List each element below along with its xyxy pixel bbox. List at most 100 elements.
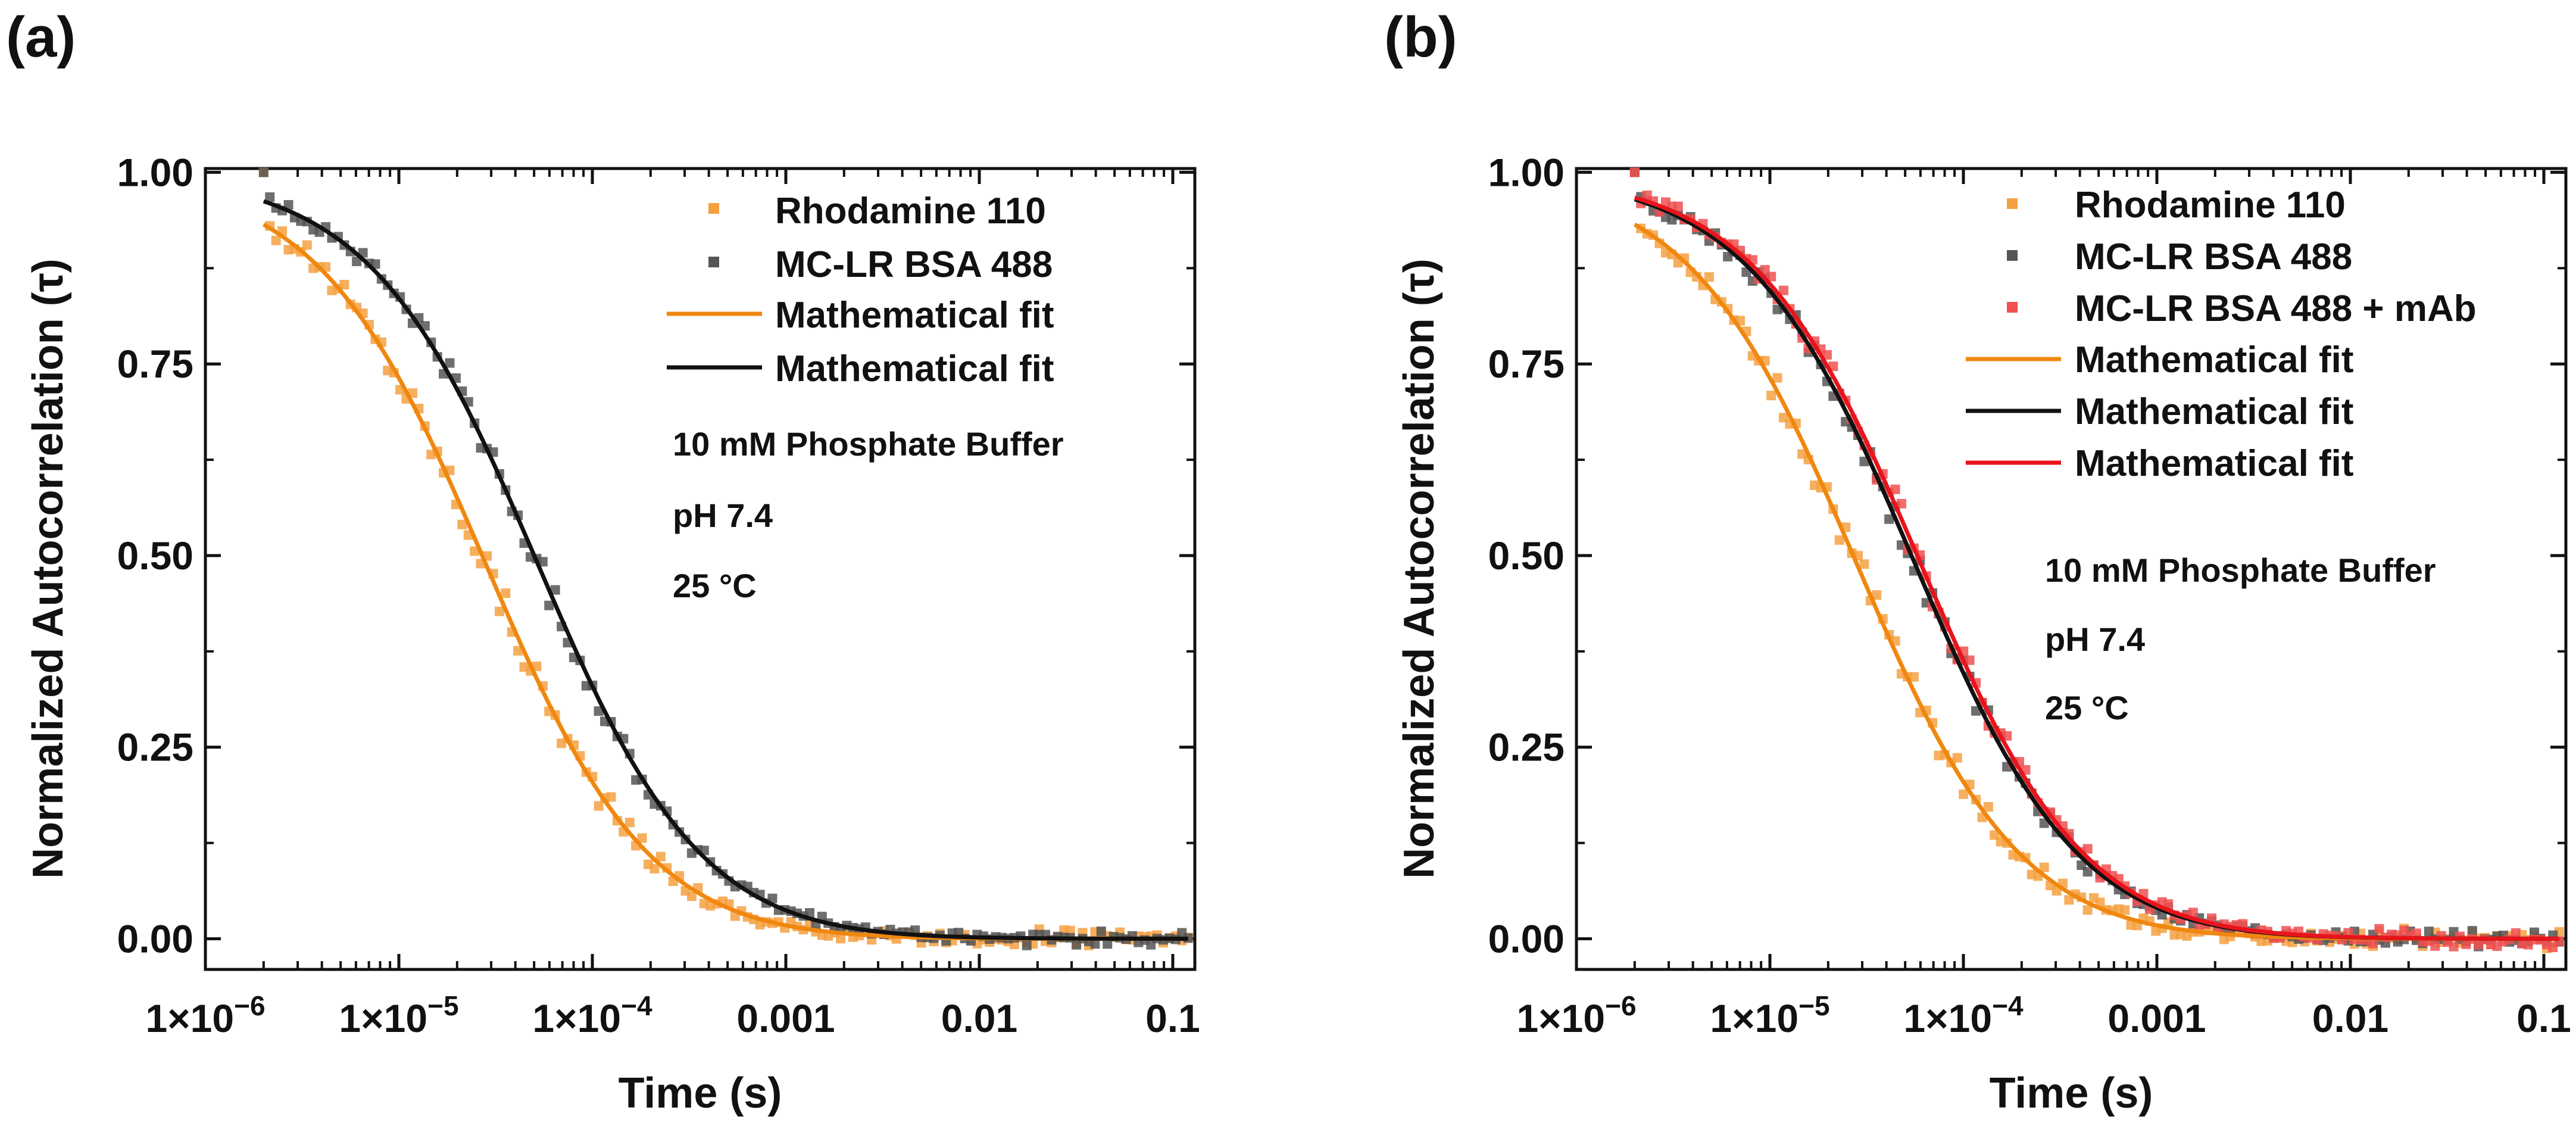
legend-label-mclr-mab: MC-LR BSA 488 + mAb (2075, 288, 2477, 329)
panel-a-x-axis-label: Time (s) (619, 1069, 782, 1117)
panel-b-x-axis-label: Time (s) (1990, 1069, 2153, 1117)
data-point (1772, 373, 1782, 383)
data-point (1673, 201, 1683, 211)
panel-a-y-axis-label: Normalized Autocorrelation (τ) (24, 258, 72, 879)
data-point (1896, 498, 1906, 509)
panel-b: (b) 1×10−6 1×10−5 1×10−4 0.001 0.01 0.1 0.000… (1384, 5, 2571, 1117)
data-point (457, 519, 467, 529)
panel-a-legend: Rhodamine 110 MC-LR BSA 488 Mathematical… (667, 191, 1054, 389)
panel-b-ticks (1575, 169, 2566, 969)
legend-label-black-fit: Mathematical fit (775, 348, 1054, 389)
x-tick-label: 0.01 (941, 996, 1017, 1040)
data-point (594, 801, 604, 811)
data-point (2449, 941, 2459, 952)
data-point (650, 863, 660, 874)
data-point (2039, 862, 2049, 872)
data-point (2374, 924, 2384, 934)
y-tick-label: 0.25 (117, 725, 193, 769)
panel-a-y-tick-labels: 0.00 0.25 0.50 0.75 1.00 (117, 150, 193, 961)
annotation-buffer: 10 mM Phosphate Buffer (2045, 551, 2436, 589)
panel-b-x-tick-labels: 1×10−6 1×10−5 1×10−4 0.001 0.01 0.1 (1516, 990, 2571, 1040)
x-tick-label: 1×10−5 (339, 990, 458, 1040)
data-point (625, 818, 635, 828)
data-point (1884, 514, 1894, 524)
data-point (1022, 940, 1032, 950)
legend-marker-mclr (708, 257, 719, 267)
y-tick-label: 0.25 (1488, 725, 1565, 769)
data-point (655, 852, 666, 862)
x-tick-label: 0.1 (2516, 996, 2571, 1040)
panel-b-plot-frame (1575, 167, 2568, 971)
data-point (2082, 844, 2093, 854)
annotation-temperature: 25 °C (673, 567, 757, 604)
data-point (1629, 167, 1640, 177)
data-point (606, 792, 616, 802)
data-point (1983, 802, 1993, 812)
panel-a-plot-frame (204, 167, 1197, 971)
panel-b-legend: Rhodamine 110 MC-LR BSA 488 MC-LR BSA 48… (1966, 185, 2477, 484)
panel-a-label: (a) (6, 5, 76, 69)
annotation-ph: pH 7.4 (2045, 620, 2145, 658)
data-point (283, 199, 293, 210)
data-point (513, 645, 523, 656)
x-tick-label: 1×10−4 (1903, 990, 2024, 1040)
data-point (1822, 350, 1832, 360)
data-point (2082, 905, 2093, 915)
data-point (2411, 928, 2421, 938)
data-point (637, 833, 647, 843)
data-point (2368, 938, 2378, 949)
data-point (1103, 939, 1113, 949)
data-point (2120, 905, 2130, 915)
data-point (2511, 928, 2521, 938)
y-tick-label: 0.00 (1488, 917, 1565, 961)
legend-label-rhodamine: Rhodamine 110 (775, 191, 1046, 232)
legend-marker-mclr-mab (2007, 302, 2018, 313)
data-point (1909, 672, 1919, 682)
data-point (1766, 272, 1776, 282)
data-point (339, 279, 349, 289)
x-tick-label: 1×10−6 (145, 990, 265, 1040)
data-point (1952, 753, 1962, 763)
panel-b-y-axis-label: Normalized Autocorrelation (τ) (1395, 258, 1443, 879)
fit-line (1634, 195, 2559, 941)
x-tick-label: 0.01 (2312, 996, 2388, 1040)
legend-label-black-fit: Mathematical fit (2075, 391, 2354, 432)
data-point (538, 557, 548, 567)
data-point (1872, 590, 1882, 600)
y-tick-label: 0.50 (1488, 534, 1565, 578)
data-point (445, 358, 455, 368)
data-point (1965, 655, 1975, 665)
data-point (1704, 272, 1714, 282)
data-point (265, 192, 275, 202)
panel-a: (a) 1×10−6 1×10−5 1×10−4 0.001 0.01 0.1 0.000… (6, 5, 1200, 1117)
legend-marker-rhodamine (708, 203, 719, 214)
data-point (470, 546, 480, 556)
data-point (352, 256, 362, 266)
panel-b-data-marks (1629, 167, 2564, 953)
y-tick-label: 1.00 (1488, 150, 1565, 194)
data-point (1096, 926, 1106, 936)
data-point (1834, 535, 1844, 545)
data-point (1766, 391, 1776, 401)
x-tick-label: 1×10−5 (1710, 990, 1829, 1040)
panel-a-x-tick-labels: 1×10−6 1×10−5 1×10−4 0.001 0.01 0.1 (145, 990, 1200, 1040)
data-point (501, 588, 511, 598)
panel-b-annotations: 10 mM Phosphate Buffer pH 7.4 25 °C (2045, 551, 2436, 726)
legend-marker-rhodamine (2007, 198, 2018, 209)
data-point (2002, 731, 2012, 741)
y-tick-label: 0.00 (117, 917, 193, 961)
y-tick-label: 1.00 (117, 150, 193, 194)
y-tick-label: 0.75 (117, 342, 193, 386)
data-point (594, 706, 604, 716)
data-point (1959, 789, 1969, 799)
data-point (544, 600, 554, 610)
annotation-ph: pH 7.4 (673, 497, 773, 534)
panel-a-data-marks (258, 167, 1193, 950)
data-point (2095, 897, 2105, 908)
data-point (2467, 926, 2477, 936)
annotation-buffer: 10 mM Phosphate Buffer (673, 425, 1064, 463)
x-tick-label: 0.1 (1145, 996, 1200, 1040)
y-tick-label: 0.50 (117, 534, 193, 578)
data-point (1890, 484, 1900, 494)
